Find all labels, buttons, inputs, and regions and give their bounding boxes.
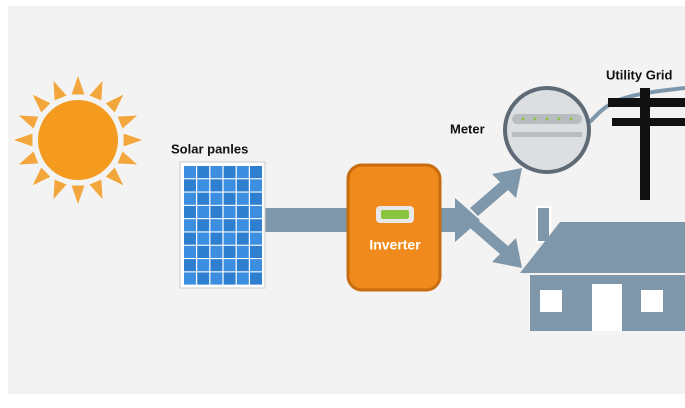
panel-cell: [184, 246, 196, 258]
panel-cell: [210, 259, 222, 271]
panel-cell: [224, 233, 236, 245]
panel-cell: [210, 272, 222, 284]
panel-cell: [224, 166, 236, 178]
meter: [503, 86, 591, 174]
panel-cell: [250, 272, 262, 284]
panel-cell: [250, 206, 262, 218]
inverter-label: Inverter: [369, 237, 421, 253]
panel-cell: [184, 233, 196, 245]
panel-cell: [250, 246, 262, 258]
panel-cell: [250, 233, 262, 245]
panel-cell: [224, 206, 236, 218]
panel-cell: [224, 193, 236, 205]
panel-cell: [237, 219, 249, 231]
solar-panel: [180, 162, 265, 288]
panel-cell: [224, 259, 236, 271]
panel-cell: [210, 193, 222, 205]
panel-cell: [237, 259, 249, 271]
panel-cell: [184, 206, 196, 218]
panel-cell: [250, 193, 262, 205]
panel-cell: [197, 233, 209, 245]
inverter: [348, 165, 440, 290]
connector: [260, 208, 355, 232]
utility-grid-label: Utility Grid: [606, 67, 673, 82]
meter-label: Meter: [450, 121, 485, 136]
panel-cell: [224, 246, 236, 258]
panel-cell: [210, 246, 222, 258]
panel-cell: [184, 179, 196, 191]
panel-cell: [250, 259, 262, 271]
panel-cell: [237, 246, 249, 258]
panel-cell: [197, 206, 209, 218]
panel-cell: [224, 219, 236, 231]
diagram: Solar panles Inverter Meter Utility Grid: [0, 0, 685, 403]
panel-cell: [237, 233, 249, 245]
panel-cell: [224, 179, 236, 191]
panel-cell: [184, 272, 196, 284]
panel-cell: [237, 179, 249, 191]
panel-cell: [237, 206, 249, 218]
panel-cell: [210, 179, 222, 191]
house: [520, 207, 685, 331]
panel-cell: [250, 219, 262, 231]
panel-cell: [184, 166, 196, 178]
panel-cell: [197, 219, 209, 231]
panel-cell: [197, 246, 209, 258]
panel-cell: [184, 193, 196, 205]
panel-cell: [237, 166, 249, 178]
panel-cell: [224, 272, 236, 284]
panel-cell: [197, 272, 209, 284]
panel-cell: [210, 206, 222, 218]
panel-cell: [250, 179, 262, 191]
panel-cell: [237, 193, 249, 205]
panel-cell: [210, 233, 222, 245]
panel-cell: [237, 272, 249, 284]
panel-cell: [184, 219, 196, 231]
panel-cell: [197, 259, 209, 271]
panel-cell: [197, 166, 209, 178]
panel-cell: [184, 259, 196, 271]
panel-cell: [210, 166, 222, 178]
panel-cell: [210, 219, 222, 231]
panel-cell: [197, 179, 209, 191]
page: Solar panles Inverter Meter Utility Grid: [0, 0, 685, 403]
solar-panels-label: Solar panles: [171, 141, 248, 156]
panel-cell: [250, 166, 262, 178]
panel-cell: [197, 193, 209, 205]
